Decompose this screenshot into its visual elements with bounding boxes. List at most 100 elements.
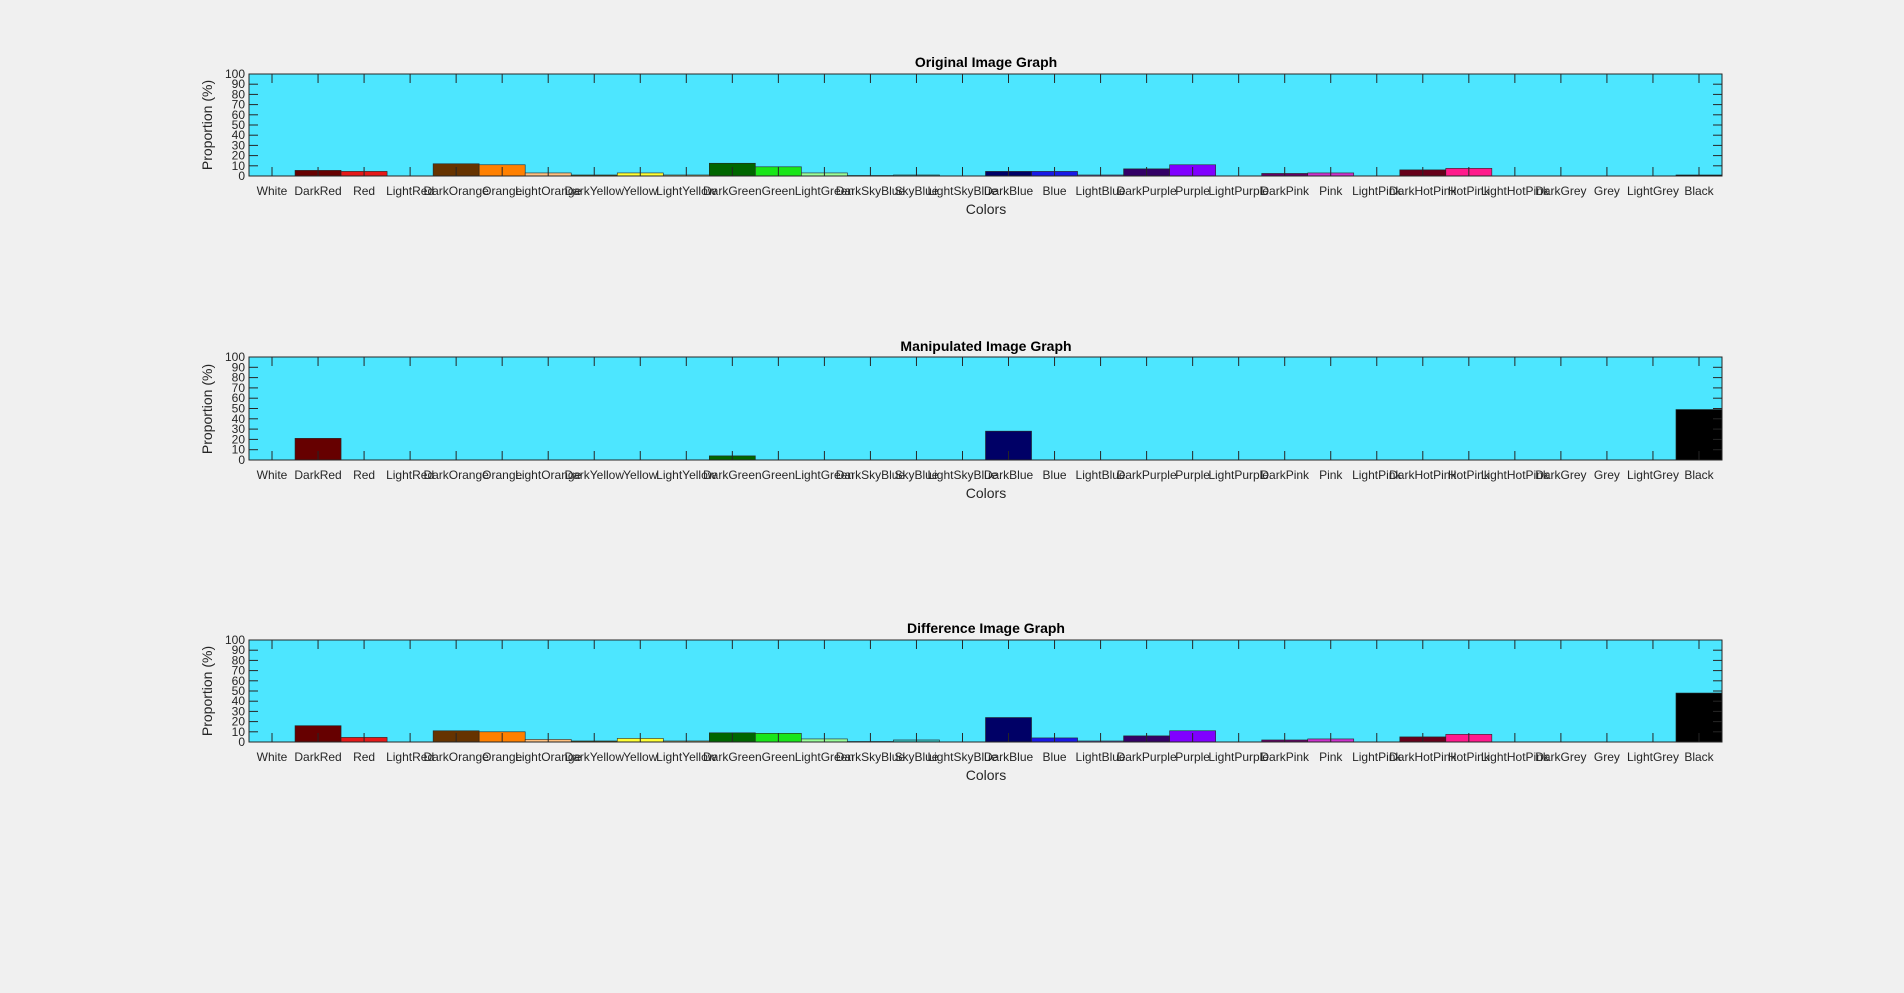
- x-tick-label-lightgreen: LightGreen: [795, 468, 854, 482]
- y-tick-label: 80: [232, 653, 246, 667]
- x-tick-label-darkgrey: DarkGrey: [1535, 750, 1586, 764]
- x-tick-label-lightgreen: LightGreen: [795, 184, 854, 198]
- x-tick-label-red: Red: [353, 468, 375, 482]
- x-tick-label-darkblue: DarkBlue: [984, 750, 1034, 764]
- x-tick-label-lightred: LightRed: [386, 750, 434, 764]
- x-tick-label-lightyellow: LightYellow: [656, 468, 717, 482]
- x-tick-label-darkyellow: DarkYellow: [564, 468, 624, 482]
- x-tick-label-yellow: Yellow: [623, 184, 658, 198]
- x-tick-label-lightgrey: LightGrey: [1627, 184, 1679, 198]
- y-tick-label: 70: [232, 664, 246, 678]
- y-tick-label: 50: [232, 684, 246, 698]
- y-tick-label: 90: [232, 77, 246, 91]
- x-tick-label-lightorange: LightOrange: [515, 468, 581, 482]
- y-tick-label: 40: [232, 412, 246, 426]
- x-tick-label-darkhotpink: DarkHotPink: [1389, 184, 1457, 198]
- x-axis-label: Colors: [966, 767, 1006, 783]
- x-tick-label-pink: Pink: [1319, 468, 1343, 482]
- y-tick-label: 30: [232, 138, 246, 152]
- x-tick-label-orange: Orange: [482, 750, 522, 764]
- x-tick-label-lightgrey: LightGrey: [1627, 468, 1679, 482]
- y-tick-label: 80: [232, 87, 246, 101]
- x-tick-label-lightred: LightRed: [386, 184, 434, 198]
- y-tick-label: 30: [232, 704, 246, 718]
- y-tick-label: 60: [232, 108, 246, 122]
- manipulated-image-graph: Manipulated Image Graph Proportion (%) C…: [199, 338, 1723, 501]
- x-tick-label-lightgreen: LightGreen: [795, 750, 854, 764]
- y-tick-label: 0: [238, 453, 245, 467]
- x-tick-label-darkblue: DarkBlue: [984, 184, 1034, 198]
- x-axis-label: Colors: [966, 201, 1006, 217]
- plot-area: [249, 74, 1722, 176]
- y-tick-label: 0: [238, 735, 245, 749]
- x-tick-label-purple: Purple: [1175, 468, 1210, 482]
- y-tick-label: 0: [238, 169, 245, 183]
- y-tick-label: 10: [232, 159, 246, 173]
- x-tick-label-green: Green: [762, 750, 795, 764]
- x-tick-label-purple: Purple: [1175, 750, 1210, 764]
- x-tick-label-darkskyblue: DarkSkyBlue: [836, 468, 906, 482]
- y-axis-label: Proportion (%): [199, 364, 215, 454]
- x-tick-label-lightyellow: LightYellow: [656, 750, 717, 764]
- y-tick-label: 20: [232, 715, 246, 729]
- x-tick-label-lightblue: LightBlue: [1076, 750, 1126, 764]
- x-tick-label-darkyellow: DarkYellow: [564, 750, 624, 764]
- x-tick-label-white: White: [257, 468, 288, 482]
- x-tick-label-lightblue: LightBlue: [1076, 468, 1126, 482]
- y-tick-label: 70: [232, 381, 246, 395]
- y-tick-label: 30: [232, 422, 246, 436]
- y-tick-label: 90: [232, 360, 246, 374]
- x-tick-label-darkpink: DarkPink: [1260, 468, 1310, 482]
- y-tick-label: 10: [232, 443, 246, 457]
- x-tick-label-skyblue: SkyBlue: [894, 468, 938, 482]
- x-tick-label-lightred: LightRed: [386, 468, 434, 482]
- y-tick-label: 70: [232, 98, 246, 112]
- x-tick-label-darkred: DarkRed: [294, 750, 341, 764]
- x-tick-label-darkhotpink: DarkHotPink: [1389, 468, 1457, 482]
- original-image-graph: Original Image Graph Proportion (%) Colo…: [199, 54, 1723, 217]
- x-tick-label-white: White: [257, 184, 288, 198]
- x-tick-label-grey: Grey: [1594, 750, 1620, 764]
- x-tick-label-darkpurple: DarkPurple: [1117, 750, 1177, 764]
- x-tick-label-pink: Pink: [1319, 184, 1343, 198]
- x-tick-label-blue: Blue: [1043, 468, 1067, 482]
- x-tick-label-lightpink: LightPink: [1352, 468, 1402, 482]
- y-tick-label: 60: [232, 674, 246, 688]
- x-tick-label-blue: Blue: [1043, 184, 1067, 198]
- x-tick-label-lightgrey: LightGrey: [1627, 750, 1679, 764]
- x-tick-label-lightorange: LightOrange: [515, 184, 581, 198]
- x-tick-label-lightblue: LightBlue: [1076, 184, 1126, 198]
- x-tick-label-hotpink: HotPink: [1448, 184, 1491, 198]
- x-tick-label-darkskyblue: DarkSkyBlue: [836, 750, 906, 764]
- x-axis-label: Colors: [966, 485, 1006, 501]
- x-tick-label-hotpink: HotPink: [1448, 750, 1491, 764]
- y-tick-label: 20: [232, 149, 246, 163]
- y-tick-label: 60: [232, 391, 246, 405]
- x-tick-label-lighthotpink: LightHotPink: [1481, 750, 1550, 764]
- x-tick-label-hotpink: HotPink: [1448, 468, 1491, 482]
- y-tick-label: 100: [225, 633, 245, 647]
- x-tick-label-lighthotpink: LightHotPink: [1481, 184, 1550, 198]
- x-tick-label-grey: Grey: [1594, 468, 1620, 482]
- x-tick-label-darkorange: DarkOrange: [423, 468, 489, 482]
- x-tick-label-lightpurple: LightPurple: [1208, 184, 1269, 198]
- y-tick-label: 20: [232, 432, 246, 446]
- x-tick-label-lightskyblue: LightSkyBlue: [927, 184, 997, 198]
- y-tick-label: 90: [232, 643, 246, 657]
- chart-title: Difference Image Graph: [907, 620, 1065, 636]
- x-tick-label-lightpink: LightPink: [1352, 184, 1402, 198]
- chart-title: Manipulated Image Graph: [900, 338, 1071, 354]
- x-tick-label-lightskyblue: LightSkyBlue: [927, 468, 997, 482]
- x-tick-label-blue: Blue: [1043, 750, 1067, 764]
- x-tick-label-darkpurple: DarkPurple: [1117, 184, 1177, 198]
- x-tick-label-lightskyblue: LightSkyBlue: [927, 750, 997, 764]
- x-tick-label-orange: Orange: [482, 184, 522, 198]
- x-tick-label-lightpurple: LightPurple: [1208, 750, 1269, 764]
- x-tick-label-darkgrey: DarkGrey: [1535, 468, 1586, 482]
- y-tick-label: 80: [232, 371, 246, 385]
- x-tick-label-yellow: Yellow: [623, 750, 658, 764]
- x-tick-label-darkpurple: DarkPurple: [1117, 468, 1177, 482]
- x-tick-label-darkgreen: DarkGreen: [703, 468, 762, 482]
- x-tick-label-pink: Pink: [1319, 750, 1343, 764]
